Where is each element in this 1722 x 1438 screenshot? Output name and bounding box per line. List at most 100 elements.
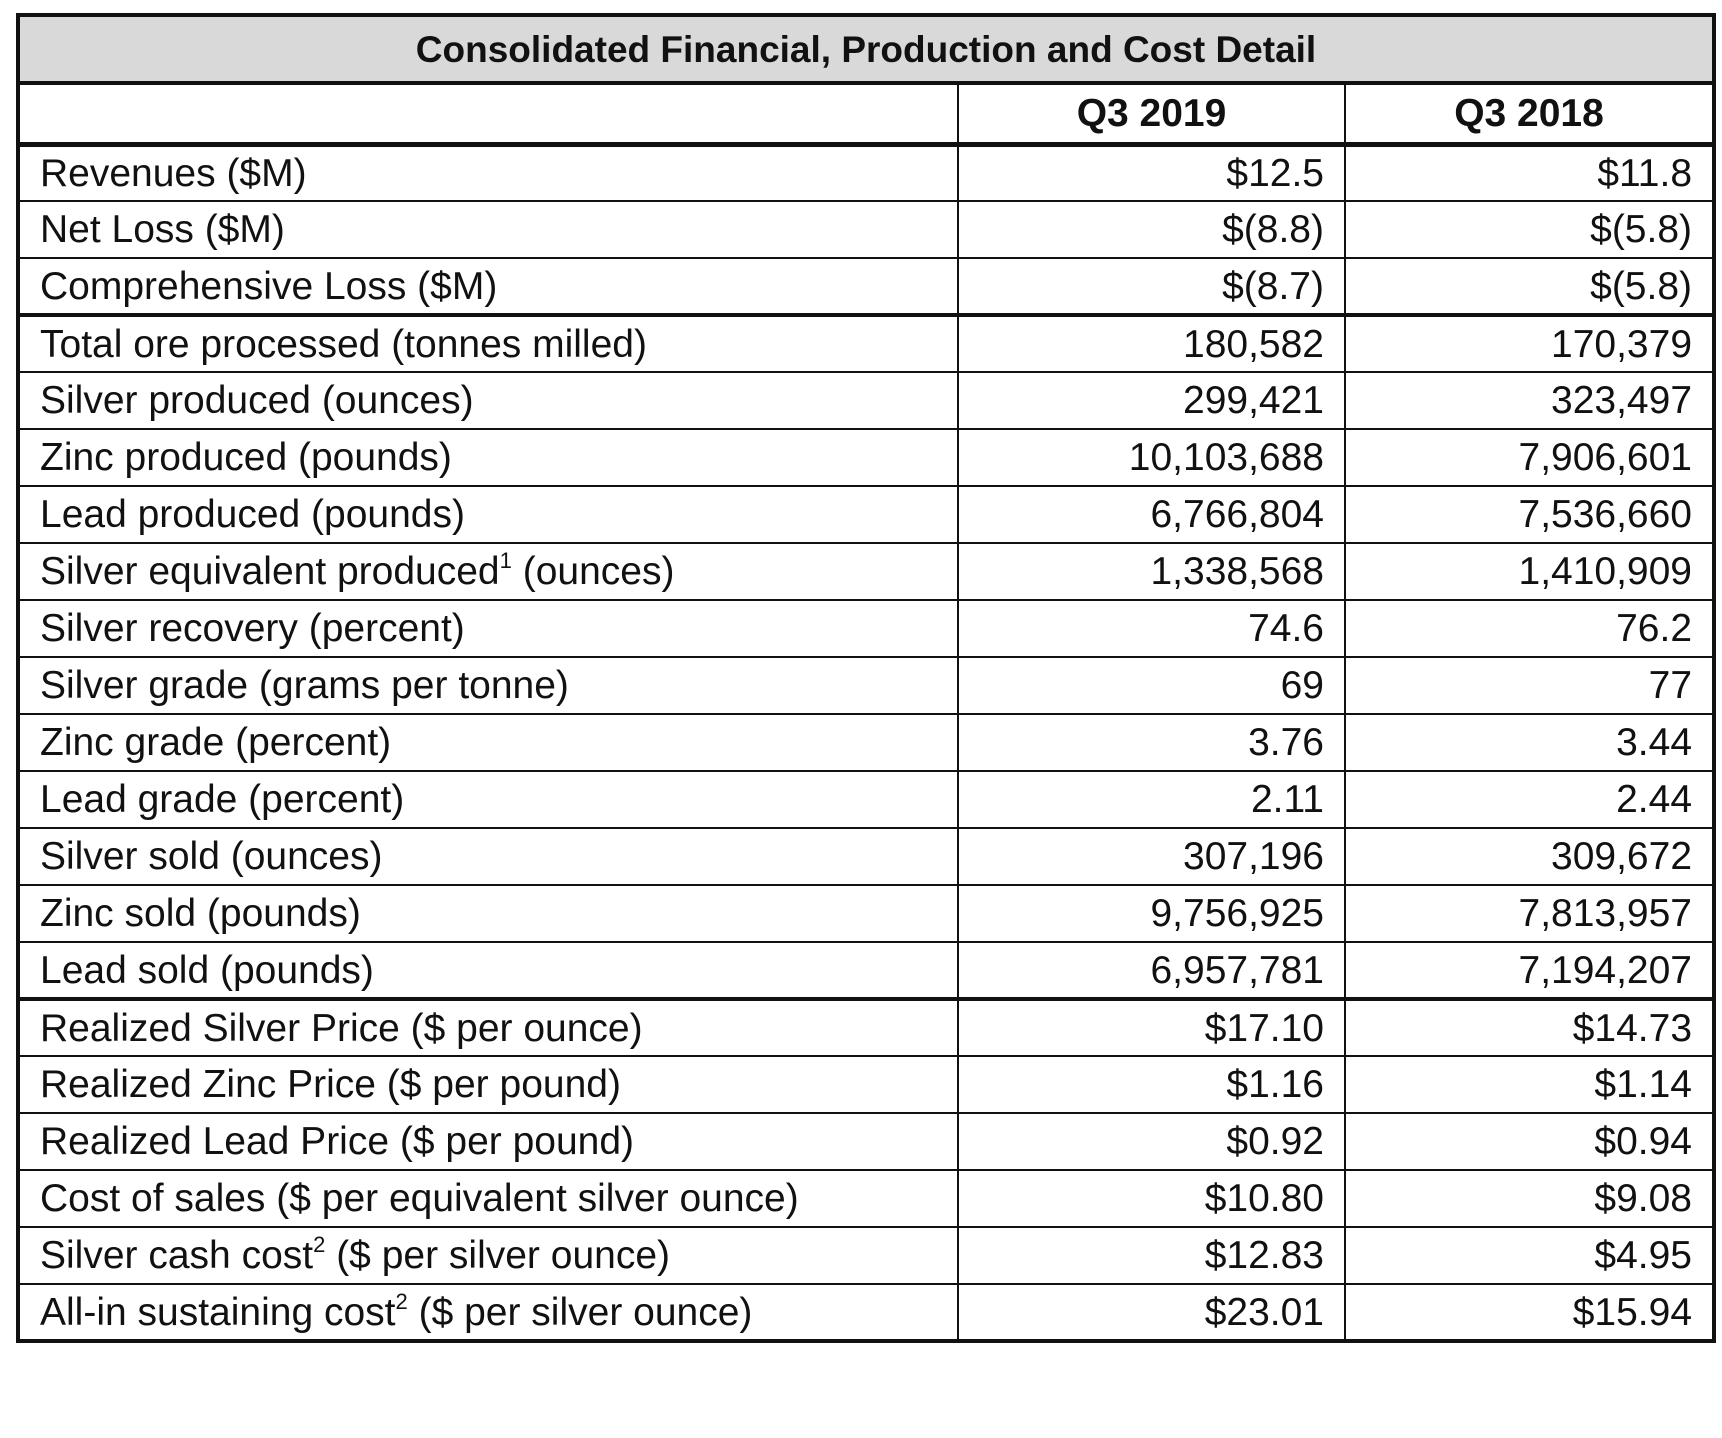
value-q3-2019: 3.76 [957, 713, 1346, 772]
value-q3-2018: 76.2 [1343, 599, 1716, 658]
value-q3-2018: 77 [1343, 656, 1716, 715]
row-label: Total ore processed (tonnes milled) [17, 314, 959, 373]
value-q3-2018: 323,497 [1343, 371, 1716, 430]
value-q3-2018: 7,194,207 [1343, 941, 1716, 1001]
value-q3-2018: 2.44 [1343, 770, 1716, 829]
title-row: Consolidated Financial, Production and C… [15, 13, 1717, 85]
value-q3-2018: 309,672 [1343, 827, 1716, 886]
table-row: Silver sold (ounces) 307,196 309,672 [17, 827, 1716, 886]
row-label-text: All-in sustaining cost [40, 1290, 396, 1334]
value-q3-2018: 7,813,957 [1343, 884, 1716, 943]
row-label-text: Net Loss ($M) [40, 208, 285, 251]
value-q3-2018: 1,410,909 [1343, 542, 1716, 601]
table-row: Cost of sales ($ per equivalent silver o… [17, 1169, 1716, 1228]
value-q3-2018: $4.95 [1343, 1226, 1716, 1285]
value-q3-2019: $1.16 [957, 1055, 1346, 1114]
value-q3-2019: $0.92 [957, 1112, 1346, 1171]
header-q3-2018: Q3 2018 [1343, 82, 1716, 147]
row-label-text: Total ore processed (tonnes milled) [40, 322, 647, 366]
table-row: Comprehensive Loss ($M) $(8.7) $(5.8) [17, 257, 1716, 317]
value-q3-2018: $(5.8) [1343, 200, 1716, 259]
row-label-text: Lead produced (pounds) [40, 493, 465, 536]
value-q3-2018: $11.8 [1343, 143, 1716, 202]
value-q3-2019: 1,338,568 [957, 542, 1346, 601]
row-label: Net Loss ($M) [17, 200, 959, 259]
value-q3-2018: $0.94 [1343, 1112, 1716, 1171]
table-title: Consolidated Financial, Production and C… [15, 13, 1717, 85]
table-row: Revenues ($M) $12.5 $11.8 [17, 143, 1716, 202]
value-q3-2019: 6,957,781 [957, 941, 1346, 1001]
value-q3-2019: $(8.8) [957, 200, 1346, 259]
value-q3-2019: $23.01 [957, 1283, 1346, 1342]
row-label: Cost of sales ($ per equivalent silver o… [17, 1169, 959, 1228]
footnote-marker: 1 [499, 548, 512, 573]
value-q3-2019: 74.6 [957, 599, 1346, 658]
row-label: Comprehensive Loss ($M) [17, 257, 959, 317]
table-row: Silver cash cost2 ($ per silver ounce) $1… [17, 1226, 1716, 1285]
row-label-text: Silver equivalent produced [40, 550, 500, 593]
value-q3-2019: 2.11 [957, 770, 1346, 829]
row-label-text: Lead grade (percent) [40, 778, 405, 821]
row-label: Realized Silver Price ($ per ounce) [17, 998, 959, 1057]
row-label-text: Comprehensive Loss ($M) [40, 264, 498, 308]
row-label-text: Cost of sales ($ per equivalent silver o… [40, 1177, 799, 1220]
table-row: All-in sustaining cost2 ($ per silver ou… [17, 1283, 1716, 1342]
row-label-text: Zinc sold (pounds) [40, 892, 361, 935]
value-q3-2019: $17.10 [957, 998, 1346, 1057]
row-label-text: Silver recovery (percent) [40, 607, 465, 650]
row-label: Silver equivalent produced1 (ounces) [17, 542, 959, 601]
value-q3-2019: $(8.7) [957, 257, 1346, 317]
row-label-text: Silver produced (ounces) [40, 379, 474, 422]
table-row: Zinc sold (pounds) 9,756,925 7,813,957 [17, 884, 1716, 943]
row-label-text: Silver grade (grams per tonne) [40, 664, 569, 707]
row-label: Lead sold (pounds) [17, 941, 959, 1001]
row-label: Silver recovery (percent) [17, 599, 959, 658]
table-row: Lead grade (percent) 2.11 2.44 [17, 770, 1716, 829]
table-row: Silver equivalent produced1 (ounces) 1,33… [17, 542, 1716, 601]
header-row: Q3 2019 Q3 2018 [17, 82, 1716, 147]
table-row: Zinc grade (percent) 3.76 3.44 [17, 713, 1716, 772]
header-label-col [17, 82, 959, 147]
row-label: Lead produced (pounds) [17, 485, 959, 544]
row-label-text: Silver sold (ounces) [40, 835, 383, 878]
value-q3-2018: $(5.8) [1343, 257, 1716, 317]
table-row: Silver produced (ounces) 299,421 323,497 [17, 371, 1716, 430]
value-q3-2018: $14.73 [1343, 998, 1716, 1057]
row-label-text: Zinc grade (percent) [40, 721, 392, 764]
financial-detail-table: Consolidated Financial, Production and C… [15, 13, 1717, 1343]
row-label: Zinc grade (percent) [17, 713, 959, 772]
value-q3-2019: 6,766,804 [957, 485, 1346, 544]
table-row: Net Loss ($M) $(8.8) $(5.8) [17, 200, 1716, 259]
row-label-text: Realized Zinc Price ($ per pound) [40, 1063, 621, 1106]
value-q3-2019: $12.83 [957, 1226, 1346, 1285]
row-label: Zinc produced (pounds) [17, 428, 959, 487]
row-label-suffix: (ounces) [511, 550, 675, 593]
value-q3-2019: $10.80 [957, 1169, 1346, 1228]
row-label-suffix: ($ per silver ounce) [325, 1234, 670, 1277]
row-label-text: Realized Lead Price ($ per pound) [40, 1120, 635, 1163]
value-q3-2019: 69 [957, 656, 1346, 715]
row-label: Revenues ($M) [17, 143, 959, 202]
value-q3-2018: $15.94 [1343, 1283, 1716, 1342]
value-q3-2018: $9.08 [1343, 1169, 1716, 1228]
table-row: Zinc produced (pounds) 10,103,688 7,906,60… [17, 428, 1716, 487]
value-q3-2019: 10,103,688 [957, 428, 1346, 487]
table-row: Silver grade (grams per tonne) 69 77 [17, 656, 1716, 715]
table-row: Total ore processed (tonnes milled) 180,5… [17, 314, 1716, 373]
row-label: Lead grade (percent) [17, 770, 959, 829]
row-label: Zinc sold (pounds) [17, 884, 959, 943]
value-q3-2019: 299,421 [957, 371, 1346, 430]
table-row: Lead produced (pounds) 6,766,804 7,536,660 [17, 485, 1716, 544]
row-label: Realized Zinc Price ($ per pound) [17, 1055, 959, 1114]
row-label: Silver sold (ounces) [17, 827, 959, 886]
value-q3-2018: 170,379 [1343, 314, 1716, 373]
table-row: Realized Lead Price ($ per pound) $0.92 $0… [17, 1112, 1716, 1171]
row-label: All-in sustaining cost2 ($ per silver ou… [17, 1283, 959, 1342]
value-q3-2019: 307,196 [957, 827, 1346, 886]
row-label-text: Realized Silver Price ($ per ounce) [40, 1006, 643, 1050]
table-row: Silver recovery (percent) 74.6 76.2 [17, 599, 1716, 658]
footnote-marker: 2 [395, 1288, 408, 1314]
table-row: Lead sold (pounds) 6,957,781 7,194,207 [17, 941, 1716, 1001]
value-q3-2019: 180,582 [957, 314, 1346, 373]
row-label: Silver produced (ounces) [17, 371, 959, 430]
